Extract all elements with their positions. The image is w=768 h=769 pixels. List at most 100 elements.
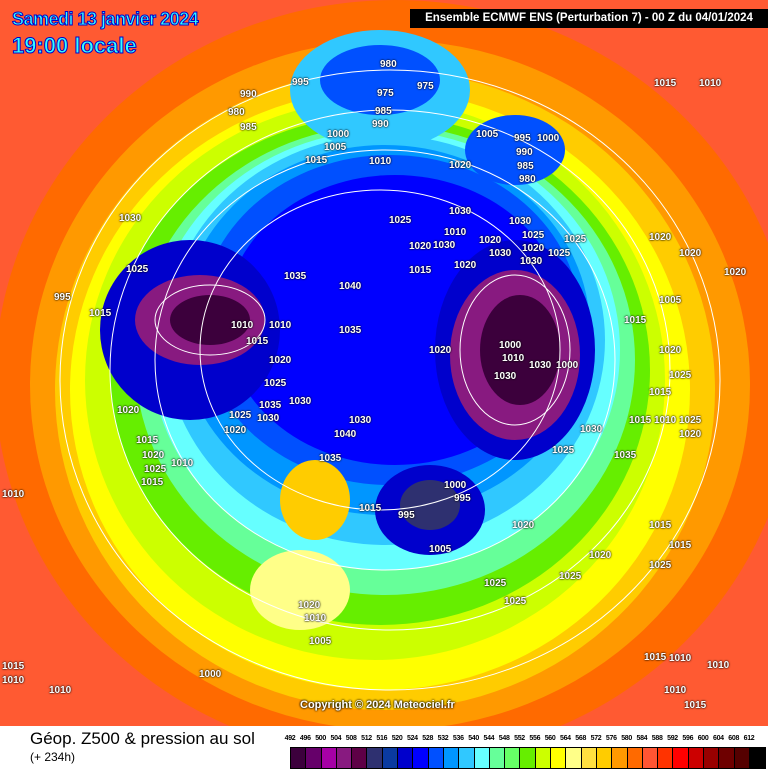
pressure-label: 1025 (264, 378, 287, 389)
scale-swatch (413, 748, 429, 768)
scale-swatch (352, 748, 368, 768)
scale-label: 600 (697, 735, 709, 742)
scale-label: 584 (636, 735, 648, 742)
pressure-label: 1020 (649, 232, 672, 243)
scale-label: 496 (299, 735, 311, 742)
pressure-label: 1025 (126, 264, 149, 275)
pressure-label: 1005 (659, 295, 682, 306)
scale-swatch (520, 748, 536, 768)
pressure-label: 1015 (305, 155, 328, 166)
pressure-label: 1035 (319, 453, 342, 464)
pressure-label: 1010 (269, 320, 292, 331)
scale-label: 528 (422, 735, 434, 742)
scale-swatch (642, 748, 659, 768)
pressure-label: 1010 (2, 489, 25, 500)
pressure-label: 1015 (409, 265, 432, 276)
pressure-label: 1030 (433, 240, 456, 251)
scale-label: 508 (345, 735, 357, 742)
scale-swatch (688, 748, 705, 768)
isobar (109, 109, 671, 631)
pressure-label: 995 (292, 77, 309, 88)
pressure-label: 1040 (334, 429, 357, 440)
pressure-label: 1010 (304, 613, 327, 624)
scale-label: 524 (407, 735, 418, 742)
pressure-label: 1025 (649, 560, 672, 571)
pressure-label: 995 (454, 493, 471, 504)
scale-swatch (336, 748, 353, 768)
scale-swatch (306, 748, 322, 768)
pressure-label: 975 (417, 81, 434, 92)
pressure-label: 1035 (339, 325, 362, 336)
scale-label: 576 (605, 735, 617, 742)
pressure-label: 1015 (2, 661, 25, 672)
scale-label: 512 (361, 735, 372, 742)
pressure-label: 1025 (559, 571, 582, 582)
scale-swatch (749, 748, 766, 768)
scale-swatch (719, 748, 735, 768)
pressure-label: 1015 (649, 520, 672, 531)
pressure-label: 1025 (522, 230, 545, 241)
pressure-label: 1025 (679, 415, 702, 426)
pressure-label: 1020 (224, 425, 247, 436)
scale-swatch (489, 748, 506, 768)
scale-label: 500 (315, 735, 326, 742)
pressure-label: 985 (375, 106, 392, 117)
pressure-label: 1030 (119, 213, 142, 224)
pressure-label: 980 (519, 174, 536, 185)
z500-contour-band (465, 115, 565, 185)
pressure-label: 1035 (259, 400, 282, 411)
pressure-label: 1020 (269, 355, 292, 366)
pressure-label: 1015 (246, 336, 269, 347)
model-run-info: Ensemble ECMWF ENS (Perturbation 7) - 00… (410, 9, 768, 28)
pressure-label: 1020 (409, 241, 432, 252)
scale-swatch (367, 748, 383, 768)
pressure-label: 1020 (522, 243, 545, 254)
pressure-label: 1040 (339, 281, 362, 292)
scale-swatch (398, 748, 414, 768)
pressure-label: 1025 (564, 234, 587, 245)
pressure-label: 1000 (444, 480, 467, 491)
pressure-label: 990 (240, 89, 257, 100)
pressure-label: 1020 (479, 235, 502, 246)
scale-swatch (658, 748, 674, 768)
pressure-label: 1015 (649, 387, 672, 398)
scale-label: 596 (682, 735, 694, 742)
pressure-label: 1035 (614, 450, 637, 461)
pressure-label: 1025 (389, 215, 412, 226)
isobar (59, 69, 721, 691)
pressure-label: 1000 (556, 360, 579, 371)
pressure-label: 995 (514, 133, 531, 144)
pressure-label: 1025 (229, 410, 252, 421)
pressure-label: 1030 (449, 206, 472, 217)
scale-swatch (627, 748, 643, 768)
pressure-label: 1000 (327, 129, 350, 140)
pressure-label: 1025 (484, 578, 507, 589)
pressure-label: 1030 (257, 413, 280, 424)
color-scale (290, 747, 767, 769)
pressure-label: 1020 (117, 405, 140, 416)
pressure-label: 1000 (537, 133, 560, 144)
scale-label: 540 (468, 735, 479, 742)
pressure-label: 1015 (654, 78, 677, 89)
scale-label: 564 (560, 735, 571, 742)
scale-swatch (382, 748, 399, 768)
color-scale-labels: 492 496 500 504 508 512 516 520 524 528 532 536 540 5… (284, 734, 768, 744)
pressure-label: 1030 (289, 396, 312, 407)
pressure-label: 1015 (136, 435, 159, 446)
scale-label: 504 (330, 735, 342, 742)
scale-swatch (428, 748, 444, 768)
isobar (459, 274, 571, 426)
scale-label: 612 (743, 735, 755, 742)
pressure-label: 1010 (502, 353, 525, 364)
pressure-label: 1015 (644, 652, 667, 663)
pressure-label: 1005 (476, 129, 499, 140)
pressure-label: 985 (240, 122, 257, 133)
isobar (154, 284, 266, 356)
pressure-label: 1020 (429, 345, 452, 356)
pressure-label: 995 (398, 510, 415, 521)
pressure-label: 1005 (429, 544, 452, 555)
scale-swatch (459, 748, 475, 768)
isobar (199, 189, 561, 511)
pressure-label: 1025 (552, 445, 575, 456)
pressure-label: 1010 (369, 156, 392, 167)
